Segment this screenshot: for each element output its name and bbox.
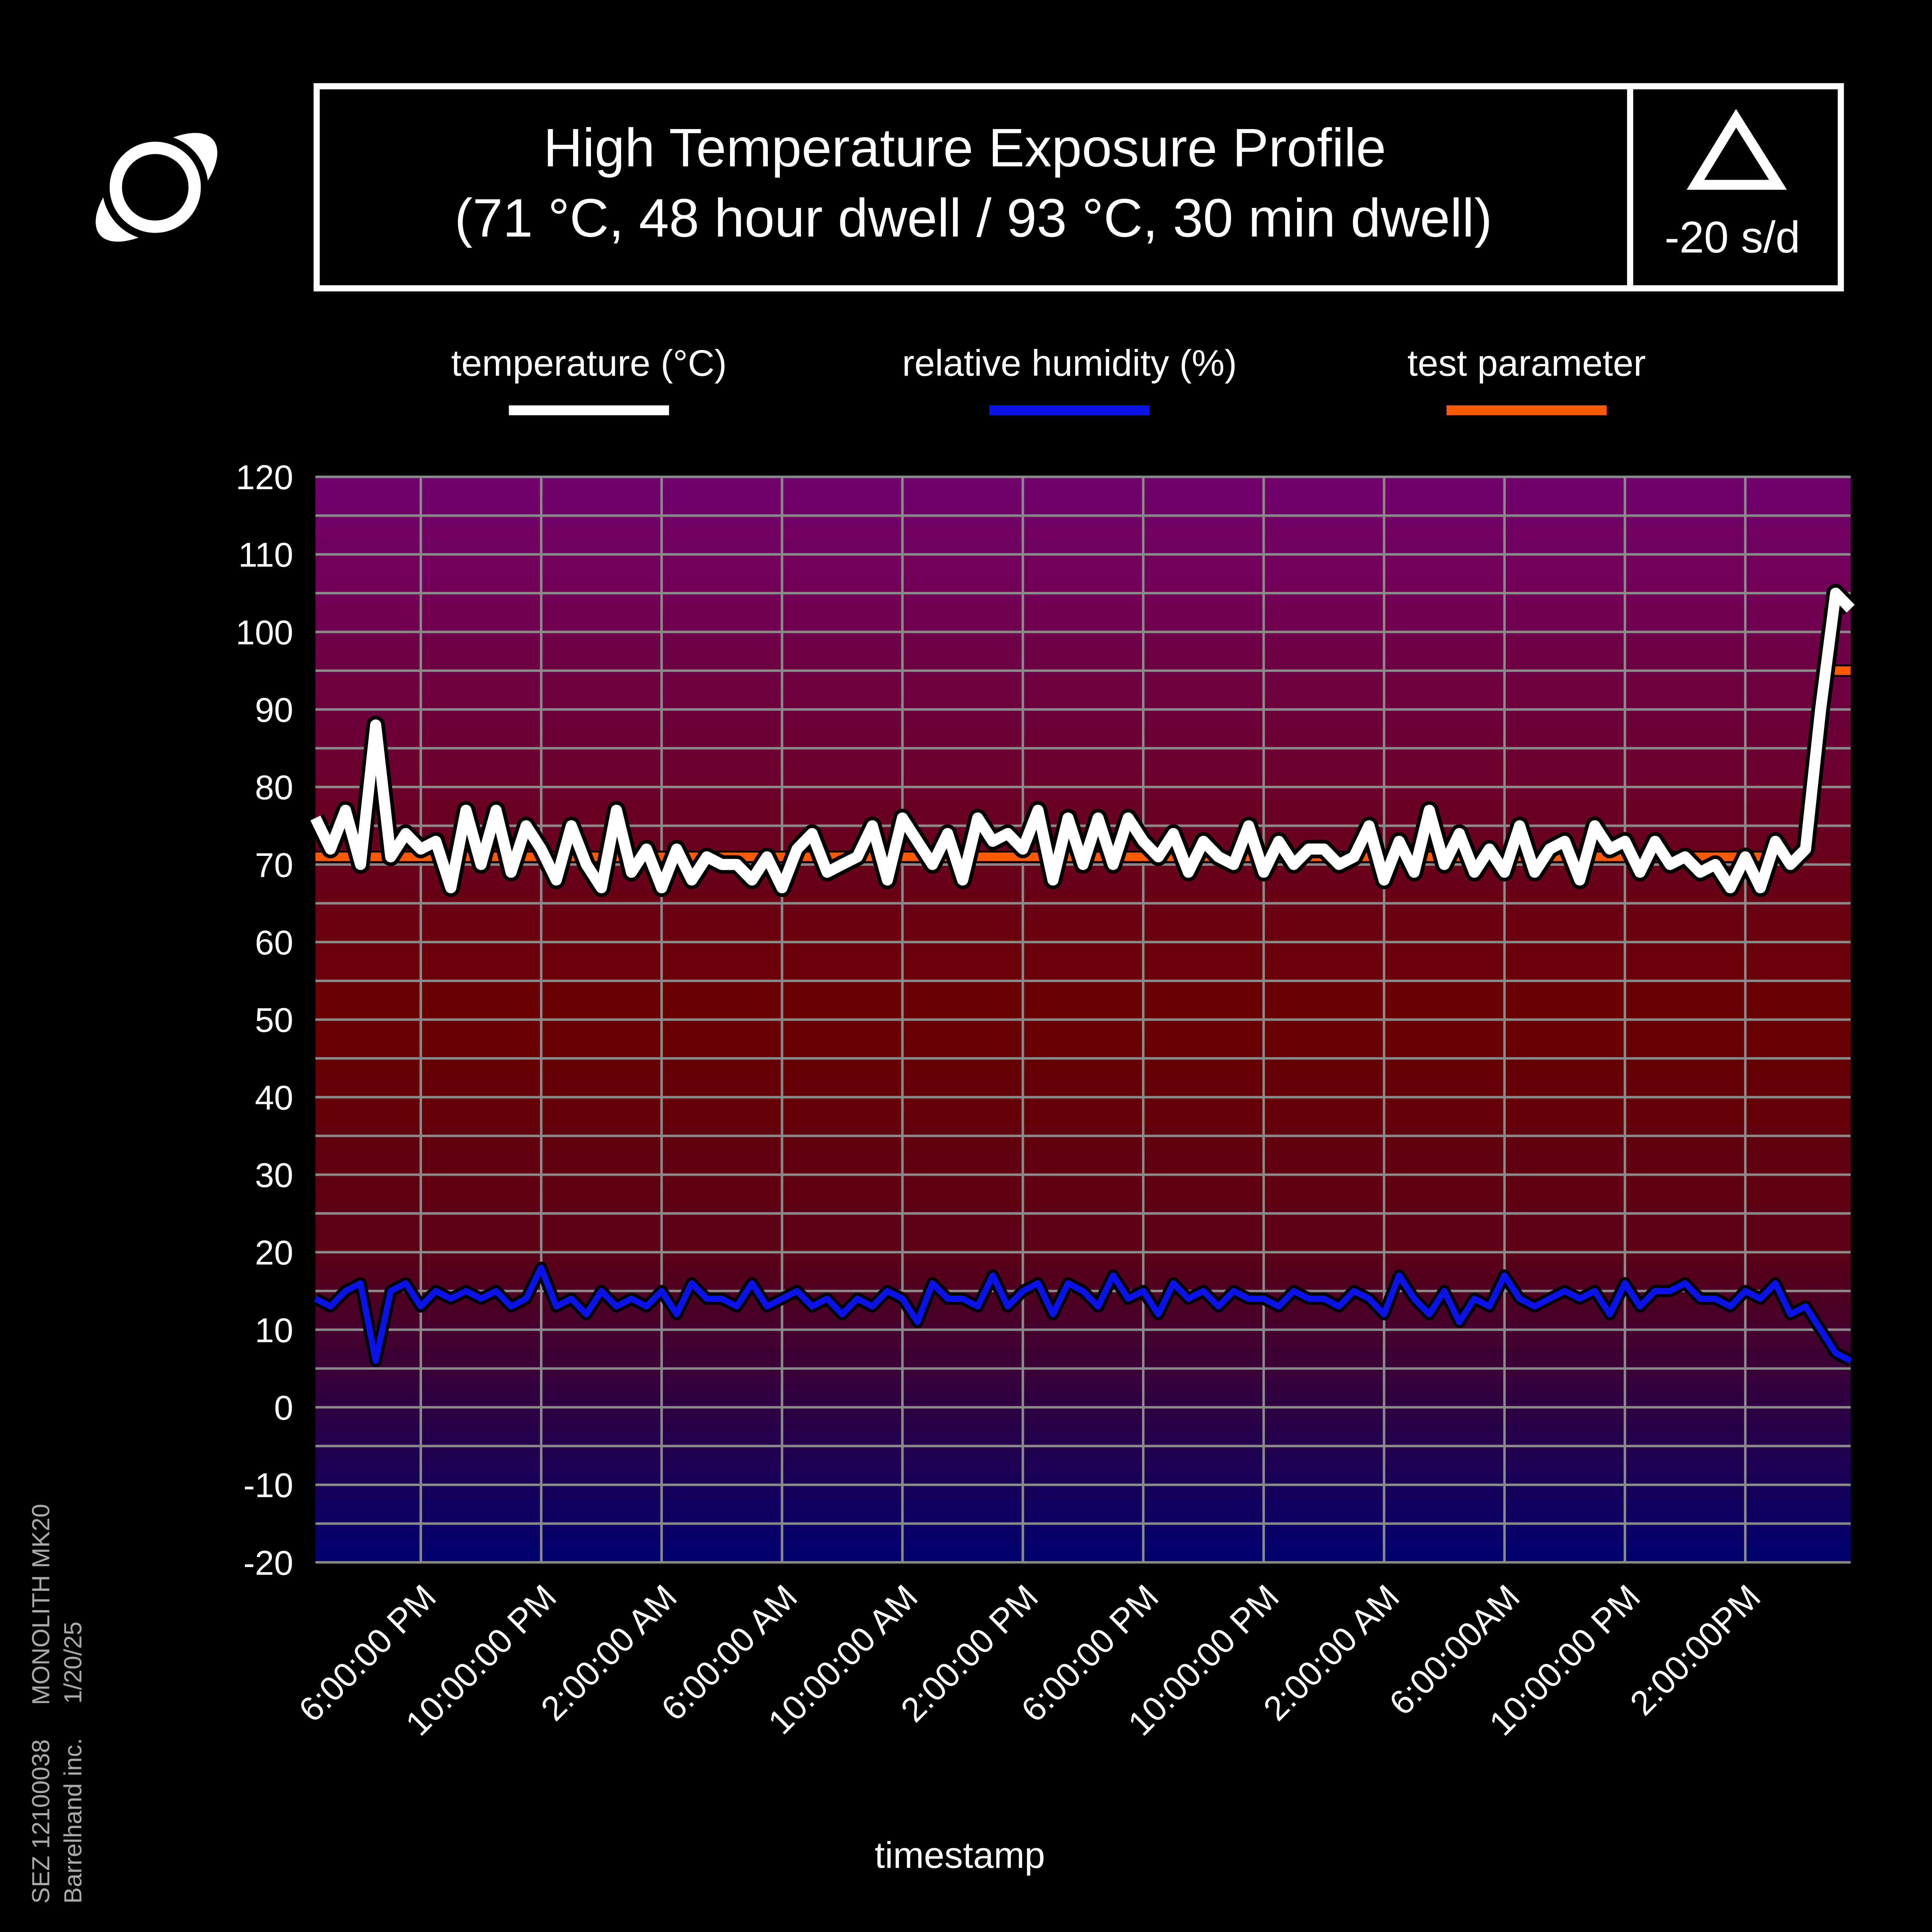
y-tick-label: 120 xyxy=(236,458,293,497)
series-line xyxy=(310,587,1855,893)
y-tick-label: 90 xyxy=(255,690,293,729)
y-tick-label: 80 xyxy=(255,768,293,807)
y-tick-label: 30 xyxy=(255,1156,293,1194)
legend-label: temperature (°C) xyxy=(451,343,727,384)
footer-line: SEZ 12100038 MONOLITH MK20 xyxy=(27,1504,55,1904)
legend-label: test parameter xyxy=(1408,343,1646,384)
y-tick-label: 50 xyxy=(255,1001,293,1039)
series-line xyxy=(314,1264,1852,1364)
y-tick-label: 110 xyxy=(238,536,293,574)
footer-line: Barrelhand inc. 1/20/25 xyxy=(59,1622,87,1904)
y-tick-label: 40 xyxy=(255,1078,293,1117)
badge: -20 s/d xyxy=(1665,213,1800,262)
y-tick-label: -10 xyxy=(243,1466,293,1505)
subtitle: (71 °C, 48 hour dwell / 93 °C, 30 min dw… xyxy=(454,187,1492,248)
y-tick-label: 60 xyxy=(255,923,293,962)
y-tick-label: 10 xyxy=(255,1311,293,1349)
delta-icon xyxy=(1687,109,1787,190)
y-tick-label: 70 xyxy=(255,845,293,884)
y-tick-label: 20 xyxy=(255,1233,293,1272)
header-box xyxy=(313,83,1844,292)
logo xyxy=(95,133,218,242)
legend-label: relative humidity (%) xyxy=(902,343,1237,384)
y-tick-label: -20 xyxy=(243,1543,293,1582)
y-tick-label: 0 xyxy=(274,1388,293,1427)
title: High Temperature Exposure Profile xyxy=(543,117,1386,178)
x-axis-title: timestamp xyxy=(875,1835,1045,1876)
y-tick-label: 100 xyxy=(236,613,293,651)
